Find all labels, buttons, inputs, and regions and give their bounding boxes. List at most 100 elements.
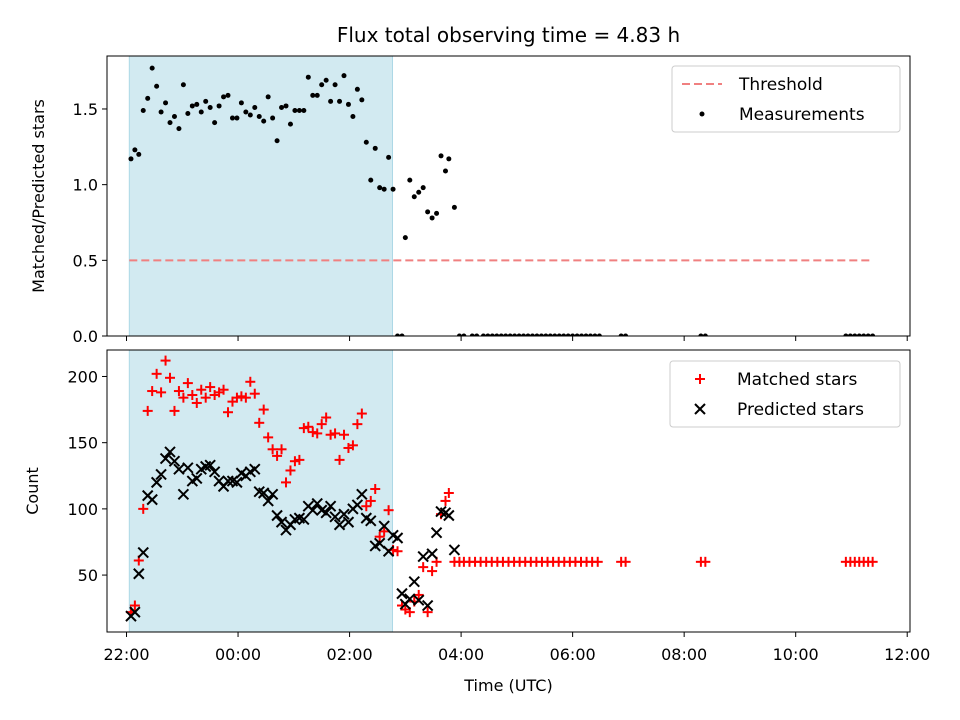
matched-star-point — [196, 384, 207, 395]
measurement-point — [261, 118, 267, 124]
predicted-star-point — [404, 593, 416, 605]
measurement-point — [852, 333, 858, 336]
measurement-point — [698, 333, 704, 336]
measurement-point — [512, 333, 518, 336]
predicted-star-point — [417, 550, 429, 563]
predicted-star-point — [182, 462, 194, 474]
measurement-point — [461, 333, 467, 336]
matched-star-point — [361, 501, 372, 512]
predicted-star-point — [333, 519, 346, 531]
predicted-star-point — [155, 468, 167, 481]
matched-star-point — [129, 600, 140, 611]
measurement-point — [489, 333, 495, 336]
measurement-point — [323, 77, 329, 83]
matched-star-point — [700, 556, 711, 567]
matched-star-point — [276, 444, 287, 455]
matched-star-point — [316, 419, 327, 430]
matched-star-point — [165, 372, 176, 383]
measurement-point — [870, 333, 876, 336]
predicted-star-point — [443, 509, 455, 522]
measurement-point — [446, 156, 452, 162]
matched-star-point — [245, 376, 256, 387]
predicted-star-point — [249, 463, 261, 475]
measurement-point — [363, 139, 369, 145]
predicted-star-point — [430, 526, 443, 539]
predicted-star-point — [320, 507, 332, 519]
measurement-point — [372, 145, 378, 151]
predicted-star-point — [275, 516, 288, 528]
measurement-point — [480, 333, 486, 336]
measurement-point — [377, 185, 383, 191]
matched-star-point — [223, 407, 234, 418]
measurement-point — [407, 177, 413, 183]
matched-star-point — [325, 429, 336, 440]
measurement-point — [359, 97, 365, 103]
measurement-point — [207, 104, 213, 110]
measurement-point — [341, 73, 347, 79]
bottom-legend: Matched stars Predicted stars — [669, 360, 901, 428]
matched-star-point — [240, 392, 251, 403]
matched-star-point — [413, 589, 424, 600]
matched-star-point — [298, 423, 309, 434]
top-panel-frame — [106, 55, 911, 337]
measurement-point — [570, 333, 576, 336]
matched-star-point — [338, 429, 349, 440]
measurement-point — [149, 65, 155, 71]
xtick-label: 12:00 — [884, 645, 930, 664]
measurement-point — [399, 333, 405, 336]
predicted-star-point — [150, 476, 163, 489]
legend-matched-label: Matched stars — [737, 370, 857, 390]
matched-star-point — [187, 390, 198, 401]
bottom-ytick-label: 100 — [67, 500, 98, 519]
predicted-star-point — [129, 606, 141, 618]
measurement-point — [434, 210, 440, 216]
measurement-point — [247, 112, 253, 118]
measurement-point — [843, 333, 849, 336]
measurement-point — [189, 103, 195, 109]
measurement-point — [556, 333, 562, 336]
predicted-star-point — [168, 455, 181, 467]
top-shaded-span — [128, 56, 394, 336]
predicted-star-point — [421, 599, 434, 612]
top-ytick-label: 1.0 — [73, 176, 98, 195]
matched-star-point — [392, 546, 403, 557]
measurement-point — [534, 333, 540, 336]
xtick-label: 08:00 — [661, 645, 707, 664]
matched-star-point — [281, 477, 292, 488]
measurement-point — [368, 177, 374, 183]
predicted-star-point — [426, 548, 438, 560]
matched-star-point — [303, 421, 314, 432]
measurement-point — [395, 333, 401, 336]
measurement-point — [469, 333, 475, 336]
measurement-point — [865, 333, 871, 336]
measurement-point — [521, 333, 527, 336]
predicted-star-point — [413, 594, 425, 606]
measurement-point — [314, 92, 320, 98]
predicted-star-point — [173, 463, 185, 475]
bottom-ytick-label: 200 — [67, 367, 98, 386]
legend-matched-swatch — [695, 374, 705, 384]
measurement-point — [132, 147, 138, 153]
measurement-point — [503, 333, 509, 336]
measurement-point — [345, 101, 351, 107]
matched-star-point — [231, 392, 242, 403]
matched-star-point — [258, 404, 269, 415]
matched-star-point — [352, 419, 363, 430]
measurement-point — [411, 194, 417, 200]
matched-star-point — [147, 386, 158, 397]
predicted-star-point — [266, 488, 279, 501]
measurement-point — [229, 115, 235, 121]
predicted-star-point — [231, 476, 243, 489]
measurement-point — [420, 185, 426, 191]
matched-star-point — [418, 562, 429, 573]
matched-star-point — [191, 397, 202, 408]
measurement-point — [516, 333, 522, 336]
measurement-point — [390, 186, 396, 192]
measurement-point — [350, 114, 356, 120]
measurement-point — [574, 333, 580, 336]
matched-star-point — [263, 432, 274, 443]
measurement-point — [543, 333, 549, 336]
measurement-point — [565, 333, 571, 336]
predicted-star-point — [373, 537, 386, 550]
